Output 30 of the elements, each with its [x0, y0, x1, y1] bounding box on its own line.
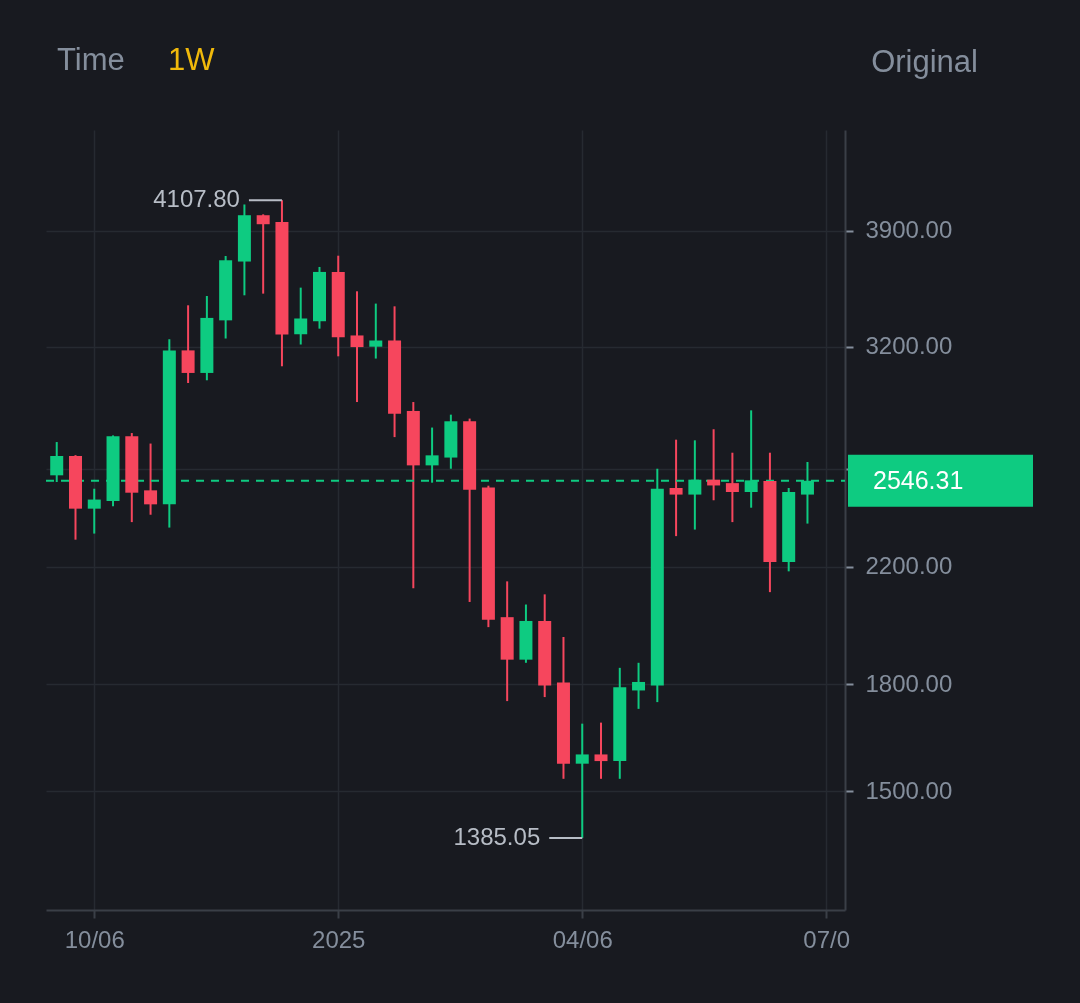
annotation: 1385.05 [453, 822, 541, 850]
x-tick-label: 2025 [312, 925, 366, 953]
candlestick [87, 487, 101, 535]
y-tick-label: 1500.00 [865, 776, 953, 804]
candlestick [575, 722, 589, 839]
text: Original [871, 44, 978, 79]
candlestick [425, 426, 439, 484]
candlestick [256, 213, 270, 295]
candlestick [669, 438, 683, 538]
candlestick [594, 721, 608, 780]
candlestick [350, 290, 364, 404]
candlestick [294, 286, 308, 346]
candlestick [144, 442, 158, 516]
candlestick [181, 304, 195, 385]
annotation: 4107.80 [153, 185, 240, 213]
text: Time [57, 42, 125, 77]
candlestick [725, 451, 739, 524]
candlestick [50, 441, 64, 483]
y-tick-label: 3900.00 [865, 216, 953, 244]
candlestick [369, 302, 383, 360]
ref-line-label: 2546.31 [873, 465, 964, 494]
x-tick-label: 04/06 [552, 925, 613, 953]
y-tick-label: 2200.00 [865, 552, 953, 580]
y-tick-label: 1800.00 [865, 669, 953, 697]
x-tick-label: 07/0 [803, 925, 851, 953]
candlestick [688, 439, 702, 531]
y-tick-label: 3200.00 [865, 332, 953, 360]
x-tick-label: 10/06 [64, 925, 125, 953]
candlestick [632, 661, 646, 710]
text: 1W [168, 42, 216, 77]
